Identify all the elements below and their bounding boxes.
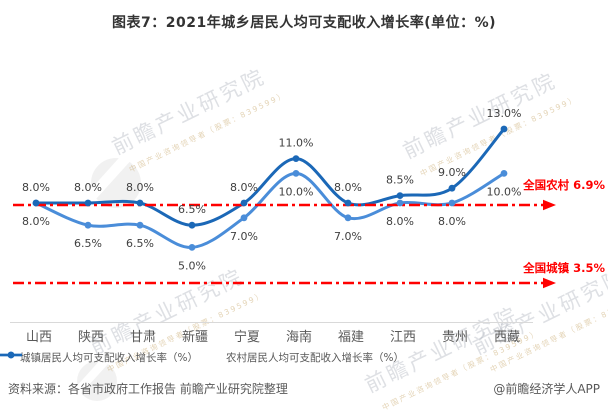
data-label-urban: 6.5% [74, 237, 102, 250]
arrow-right-icon [543, 199, 556, 211]
data-point-rural [84, 199, 92, 207]
footer: 资料来源：各省市政府工作报告 前瞻产业研究院整理 @前瞻经济学人APP [0, 380, 608, 397]
data-label-rural: 8.0% [126, 181, 154, 194]
data-label-rural: 8.0% [74, 181, 102, 194]
data-point-rural [292, 155, 300, 163]
chart-title: 图表7：2021年城乡居民人均可支配收入增长率(单位：%) [111, 15, 497, 31]
app-credit: @前瞻经济学人APP [493, 382, 600, 396]
x-axis-label: 贵州 [442, 330, 468, 345]
source-note: 资料来源：各省市政府工作报告 前瞻产业研究院整理 [8, 382, 288, 396]
series-line-urban [34, 171, 506, 249]
data-label-rural: 13.0% [487, 107, 522, 120]
data-label-rural: 6.5% [178, 203, 206, 216]
data-label-rural: 9.0% [438, 166, 466, 179]
data-label-urban: 5.0% [178, 259, 206, 272]
reference-label: 全国农村 6.9% [522, 178, 605, 192]
data-point-urban [84, 221, 92, 229]
reference-label: 全国城镇 3.5% [522, 261, 605, 275]
data-point-urban [344, 214, 352, 222]
reference-line-urban-national: 全国城镇 3.5% [13, 261, 605, 289]
data-point-urban [136, 221, 144, 229]
data-point-urban [448, 199, 456, 207]
x-axis-label: 宁夏 [234, 329, 260, 345]
data-point-rural [500, 125, 508, 133]
data-label-rural: 8.0% [334, 181, 362, 194]
data-point-urban [500, 170, 508, 177]
legend-label: 农村居民人均可支配收入增长率（%） [225, 352, 404, 364]
data-point-urban [240, 214, 248, 222]
series-line-rural [34, 127, 506, 227]
data-point-rural [32, 199, 40, 207]
x-axis-label: 甘肃 [130, 330, 156, 345]
data-label-urban: 8.0% [386, 215, 414, 228]
chart-legend: 城镇居民人均可支配收入增长率（%） 农村居民人均可支配收入增长率（%） [0, 350, 608, 365]
legend-item-urban: 城镇居民人均可支配收入增长率（%） [0, 350, 198, 365]
x-axis-label: 江西 [390, 330, 416, 345]
arrow-right-icon [543, 277, 556, 289]
x-axis-label: 西藏 [494, 330, 520, 345]
data-label-urban: 8.0% [22, 215, 50, 228]
watermark-logo-icon [73, 358, 117, 401]
x-axis-label: 海南 [286, 329, 312, 345]
data-point-rural [344, 199, 352, 207]
watermark-logo-icon [87, 154, 141, 208]
legend-marker-icon [0, 351, 22, 359]
data-label-urban: 7.0% [230, 230, 258, 243]
data-label-rural: 8.5% [386, 174, 414, 187]
data-label-rural: 8.0% [230, 181, 258, 194]
x-axis-label: 福建 [338, 330, 364, 345]
legend-label: 城镇居民人均可支配收入增长率（%） [20, 352, 198, 364]
data-label-rural: 11.0% [279, 137, 314, 150]
x-axis-label: 新疆 [182, 329, 208, 345]
data-point-rural [188, 221, 196, 229]
data-label-urban: 10.0% [279, 185, 314, 198]
data-point-rural [240, 199, 248, 207]
data-label-urban: 6.5% [126, 237, 154, 250]
data-point-urban [396, 199, 404, 207]
data-label-rural: 8.0% [22, 181, 50, 194]
x-axis-label: 陕西 [78, 330, 104, 345]
legend-item-rural: 农村居民人均可支配收入增长率（%） [0, 350, 404, 365]
data-point-urban [188, 244, 196, 251]
data-label-urban: 7.0% [334, 230, 362, 243]
data-label-urban: 8.0% [438, 215, 466, 228]
data-label-urban: 10.0% [487, 185, 522, 198]
x-axis-label: 山西 [26, 330, 52, 345]
data-point-rural [448, 184, 456, 192]
data-point-urban [292, 170, 300, 177]
data-point-rural [136, 199, 144, 207]
data-point-rural [396, 192, 404, 200]
